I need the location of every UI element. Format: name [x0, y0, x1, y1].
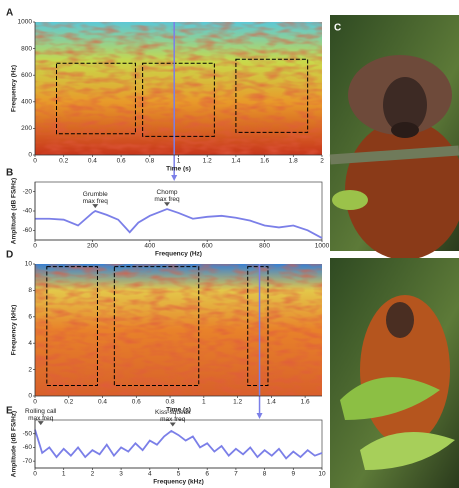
y-tick-label: -40	[23, 208, 33, 215]
x-tick-label: 4	[148, 471, 152, 478]
annotation-text: max freq	[154, 196, 180, 203]
photo-flanged-orangutan	[330, 15, 459, 260]
x-tick-label: 0	[33, 243, 37, 250]
panel-label: C	[334, 23, 341, 34]
x-tick-label: 7	[234, 471, 238, 478]
y-tick-label: 600	[21, 72, 32, 79]
y-tick-label: 1000	[18, 19, 33, 26]
x-tick-label: 2	[320, 158, 324, 165]
x-tick-label: 1.6	[301, 399, 310, 406]
amplitude-line	[35, 209, 322, 238]
x-tick-label: 0	[33, 158, 37, 165]
x-tick-label: 1.6	[260, 158, 269, 165]
x-tick-label: 6	[205, 471, 209, 478]
y-axis-label: Frequency (kHz)	[11, 305, 18, 356]
y-axis-label: Frequency (Hz)	[11, 65, 18, 112]
y-tick-label: 200	[21, 125, 32, 132]
y-tick-label: 2	[28, 366, 32, 373]
x-tick-label: 600	[202, 243, 213, 250]
x-tick-label: 0.4	[88, 158, 97, 165]
x-tick-label: 0.4	[98, 399, 107, 406]
x-tick-label: 1.2	[203, 158, 212, 165]
y-tick-label: 6	[28, 314, 32, 321]
amplitude-line	[35, 430, 322, 459]
x-tick-label: 1	[62, 471, 66, 478]
x-tick-label: 0.6	[117, 158, 126, 165]
panel-label: E	[6, 406, 13, 417]
y-tick-label: -50	[23, 430, 33, 437]
x-tick-label: 0.8	[166, 399, 175, 406]
x-axis-label: Frequency (kHz)	[153, 479, 204, 486]
x-axis-label: Frequency (Hz)	[155, 251, 202, 258]
y-tick-label: -60	[23, 444, 33, 451]
x-tick-label: 0.2	[64, 399, 73, 406]
y-tick-label: 10	[25, 261, 33, 268]
cursor-arrow	[257, 413, 263, 419]
y-tick-label: 0	[28, 393, 32, 400]
x-tick-label: 10	[318, 471, 326, 478]
annotation-text: max freq	[28, 415, 54, 422]
plot-frame	[35, 182, 322, 240]
x-tick-label: 1.8	[289, 158, 298, 165]
y-tick-label: -70	[23, 458, 33, 465]
y-axis-label: Amplitude (dB FS/Hz)	[11, 178, 18, 244]
annotation-text: Kiss-squeak	[155, 409, 191, 416]
x-tick-label: 8	[263, 471, 267, 478]
annotation-text: max freq	[160, 416, 186, 423]
panel-label: B	[6, 168, 13, 179]
y-tick-label: 8	[28, 287, 32, 294]
annotation-text: max freq	[83, 198, 109, 205]
y-axis-label: Amplitude (dB FS/Hz)	[11, 411, 18, 477]
y-tick-label: 800	[21, 45, 32, 52]
x-axis-label: Time (s)	[166, 166, 191, 173]
x-tick-label: 400	[144, 243, 155, 250]
photo-orangutan-eating	[330, 258, 459, 488]
y-tick-label: 400	[21, 99, 32, 106]
x-tick-label: 2	[91, 471, 95, 478]
x-tick-label: 0	[33, 471, 37, 478]
x-tick-label: 1	[202, 399, 206, 406]
panel-label: A	[6, 8, 13, 19]
y-tick-label: 0	[28, 152, 32, 159]
x-tick-label: 0.6	[132, 399, 141, 406]
x-tick-label: 1000	[315, 243, 330, 250]
x-tick-label: 3	[119, 471, 123, 478]
annotation-text: Rolling call	[25, 408, 57, 415]
y-tick-label: 4	[28, 340, 32, 347]
x-tick-label: 1.2	[233, 399, 242, 406]
x-tick-label: 1	[177, 158, 181, 165]
x-tick-label: 1.4	[267, 399, 276, 406]
x-tick-label: 1.4	[231, 158, 240, 165]
x-tick-label: 0	[33, 399, 37, 406]
figure: 00.20.40.60.811.21.41.61.820200400600800…	[0, 0, 459, 488]
cursor-arrow	[171, 175, 177, 181]
annotation-text: Grumble	[83, 191, 108, 198]
panel-label: D	[6, 250, 13, 261]
x-tick-label: 0.2	[59, 158, 68, 165]
plot-frame	[35, 420, 322, 468]
x-tick-label: 9	[291, 471, 295, 478]
y-tick-label: -20	[23, 188, 33, 195]
x-tick-label: 800	[259, 243, 270, 250]
x-tick-label: 5	[177, 471, 181, 478]
x-tick-label: 0.8	[145, 158, 154, 165]
y-tick-label: -60	[23, 227, 33, 234]
x-tick-label: 200	[87, 243, 98, 250]
spectrogram-texture	[35, 22, 322, 155]
spectrogram-texture	[35, 264, 322, 396]
annotation-text: Chomp	[157, 189, 178, 196]
